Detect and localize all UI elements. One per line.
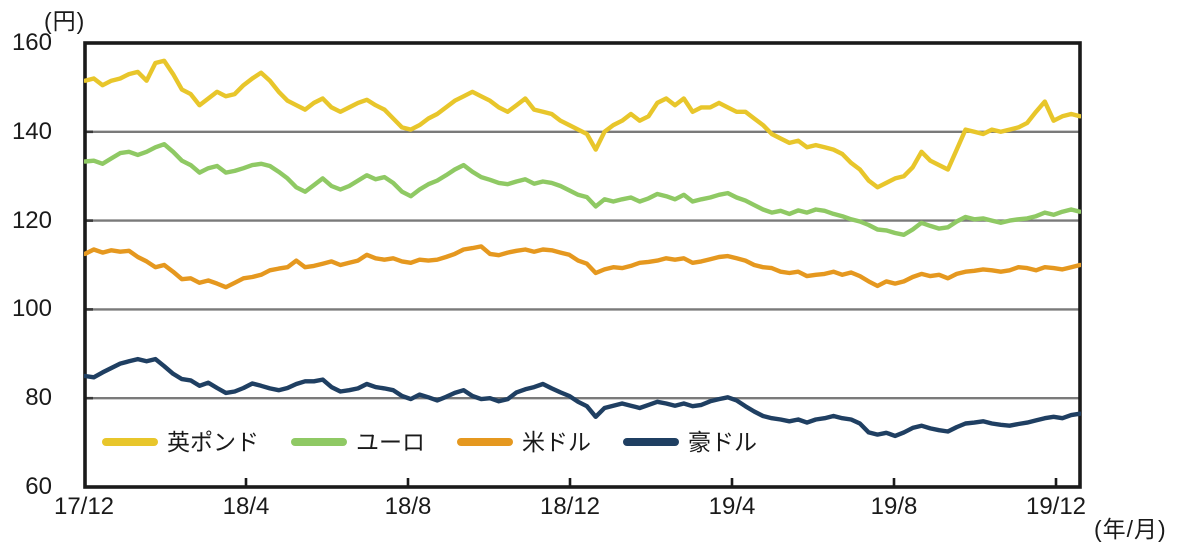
x-tick-label-1: 18/4 bbox=[222, 493, 270, 520]
series-line-usd bbox=[84, 244, 1081, 290]
y-tick-label-140: 140 bbox=[11, 117, 52, 145]
legend-item-eur: ユーロ bbox=[291, 429, 425, 455]
x-tick-label-5: 19/8 bbox=[870, 493, 918, 520]
x-axis-unit-label: (年/月) bbox=[1094, 516, 1167, 542]
y-tick-label-160: 160 bbox=[11, 29, 52, 56]
legend-item-aud: 豪ドル bbox=[623, 429, 757, 455]
series-line-gbp bbox=[84, 58, 1081, 190]
y-tick-label-60: 60 bbox=[25, 473, 52, 500]
y-tick-label-100: 100 bbox=[11, 295, 52, 323]
legend-label-eur: ユーロ bbox=[356, 429, 425, 455]
x-tick-label-6: 19/12 bbox=[1025, 493, 1087, 520]
y-tick-label-120: 120 bbox=[11, 206, 52, 234]
legend-swatch-gbp bbox=[102, 438, 158, 446]
x-tick-label-2: 18/8 bbox=[384, 493, 432, 520]
x-tick-label-0: 17/12 bbox=[53, 493, 115, 520]
legend-item-gbp: 英ポンド bbox=[102, 429, 259, 455]
legend-swatch-usd bbox=[457, 438, 513, 446]
plot-border bbox=[83, 41, 1082, 489]
x-tick-label-3: 18/12 bbox=[539, 493, 601, 520]
y-axis-unit-label: (円) bbox=[44, 8, 86, 34]
legend-item-usd: 米ドル bbox=[457, 429, 591, 455]
legend-label-usd: 米ドル bbox=[522, 429, 591, 455]
legend-label-gbp: 英ポンド bbox=[167, 429, 259, 455]
legend-swatch-eur bbox=[291, 438, 347, 446]
legend: 英ポンド ユーロ 米ドル 豪ドル bbox=[102, 429, 757, 455]
legend-label-aud: 豪ドル bbox=[688, 429, 757, 455]
y-tick-label-80: 80 bbox=[25, 384, 52, 412]
series-line-aud bbox=[84, 356, 1081, 439]
x-tick-label-4: 19/4 bbox=[708, 493, 756, 520]
legend-swatch-aud bbox=[623, 438, 679, 446]
series-line-eur bbox=[84, 141, 1081, 238]
